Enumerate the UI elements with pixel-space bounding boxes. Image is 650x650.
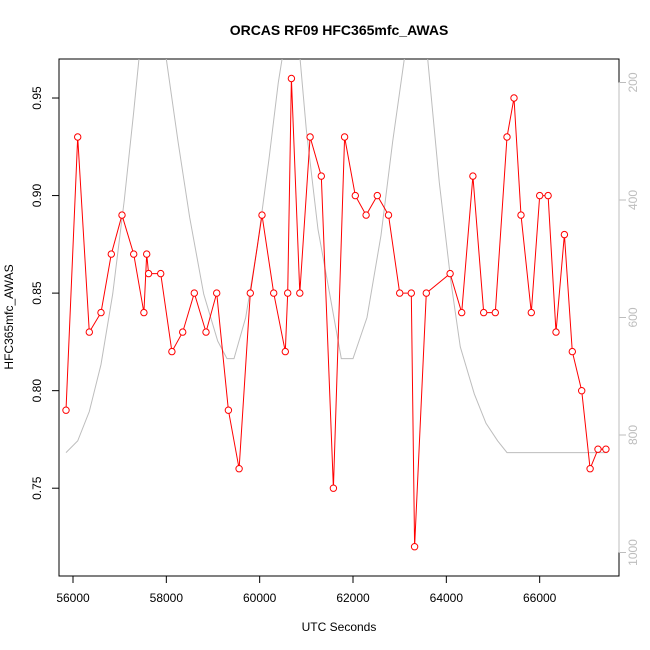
data-point — [586, 465, 594, 473]
data-point — [144, 269, 153, 278]
data-point — [340, 133, 349, 141]
data-point — [503, 133, 511, 141]
data-point — [74, 133, 82, 141]
y-axis-label: HFC365mfc_AWAS — [2, 264, 16, 369]
x-tick-label: 62000 — [336, 591, 370, 605]
x-tick-label: 64000 — [430, 591, 464, 605]
data-point — [594, 445, 602, 453]
data-point — [446, 269, 454, 278]
data-point — [202, 328, 210, 336]
data-point — [329, 484, 338, 492]
data-point — [246, 289, 255, 297]
data-point — [140, 308, 148, 317]
data-point — [351, 191, 359, 200]
y-tick-label: 0.85 — [30, 281, 44, 305]
data-point — [317, 172, 325, 180]
data-point — [296, 289, 304, 297]
data-point — [422, 289, 430, 297]
data-point — [281, 347, 289, 356]
data-point — [396, 289, 404, 297]
data-point — [287, 74, 296, 83]
data-point — [560, 230, 569, 239]
data-point — [602, 445, 610, 453]
data-point — [510, 94, 518, 102]
right-tick-label: 800 — [626, 425, 640, 445]
x-axis-label: UTC Seconds — [302, 620, 377, 634]
data-point — [578, 387, 586, 395]
data-point — [284, 289, 292, 297]
x-axis: 56000 58000 60000 62000 64000 66000 — [56, 575, 557, 605]
data-point — [143, 250, 151, 258]
main-series — [62, 74, 610, 551]
data-point — [235, 465, 243, 473]
data-point — [552, 328, 560, 336]
data-point — [224, 406, 233, 414]
data-point — [118, 211, 126, 219]
data-point — [384, 211, 393, 219]
data-point — [373, 191, 381, 200]
data-point — [270, 289, 278, 297]
data-point — [410, 543, 419, 551]
right-tick-label: 400 — [626, 190, 640, 210]
right-axis: 200 400 600 800 1000 — [618, 72, 640, 566]
data-point — [469, 172, 477, 180]
data-point — [306, 133, 314, 141]
data-point — [527, 308, 535, 317]
data-point — [407, 289, 415, 297]
right-tick-label: 200 — [626, 72, 640, 92]
secondary-series-line — [65, 59, 608, 454]
data-point — [544, 191, 552, 200]
data-point — [491, 308, 499, 317]
data-point — [85, 328, 94, 336]
data-point — [107, 250, 116, 258]
y-tick-label: 0.75 — [30, 476, 44, 500]
y-tick-label: 0.90 — [30, 184, 44, 208]
y-axis: 0.75 0.80 0.85 0.90 0.95 — [30, 86, 60, 500]
data-point — [97, 308, 105, 317]
data-point — [190, 289, 199, 297]
x-tick-label: 58000 — [150, 591, 184, 605]
data-point — [157, 269, 165, 278]
data-point — [517, 211, 525, 219]
y-tick-label: 0.80 — [30, 379, 44, 403]
data-point — [130, 250, 138, 258]
data-point — [458, 308, 466, 317]
data-point — [168, 347, 176, 356]
x-tick-label: 56000 — [56, 591, 90, 605]
right-tick-label: 1000 — [626, 539, 640, 566]
data-point — [536, 191, 544, 200]
y-tick-label: 0.95 — [30, 86, 44, 110]
data-point — [258, 211, 266, 219]
secondary-series — [65, 59, 608, 454]
data-point — [568, 347, 576, 356]
x-tick-label: 60000 — [243, 591, 277, 605]
data-point — [62, 406, 70, 414]
data-point — [362, 211, 370, 219]
data-point — [179, 328, 187, 336]
chart-title: ORCAS RF09 HFC365mfc_AWAS — [230, 22, 449, 38]
x-tick-label: 66000 — [523, 591, 557, 605]
right-tick-label: 600 — [626, 307, 640, 327]
data-point — [213, 289, 221, 297]
data-point — [480, 308, 488, 317]
